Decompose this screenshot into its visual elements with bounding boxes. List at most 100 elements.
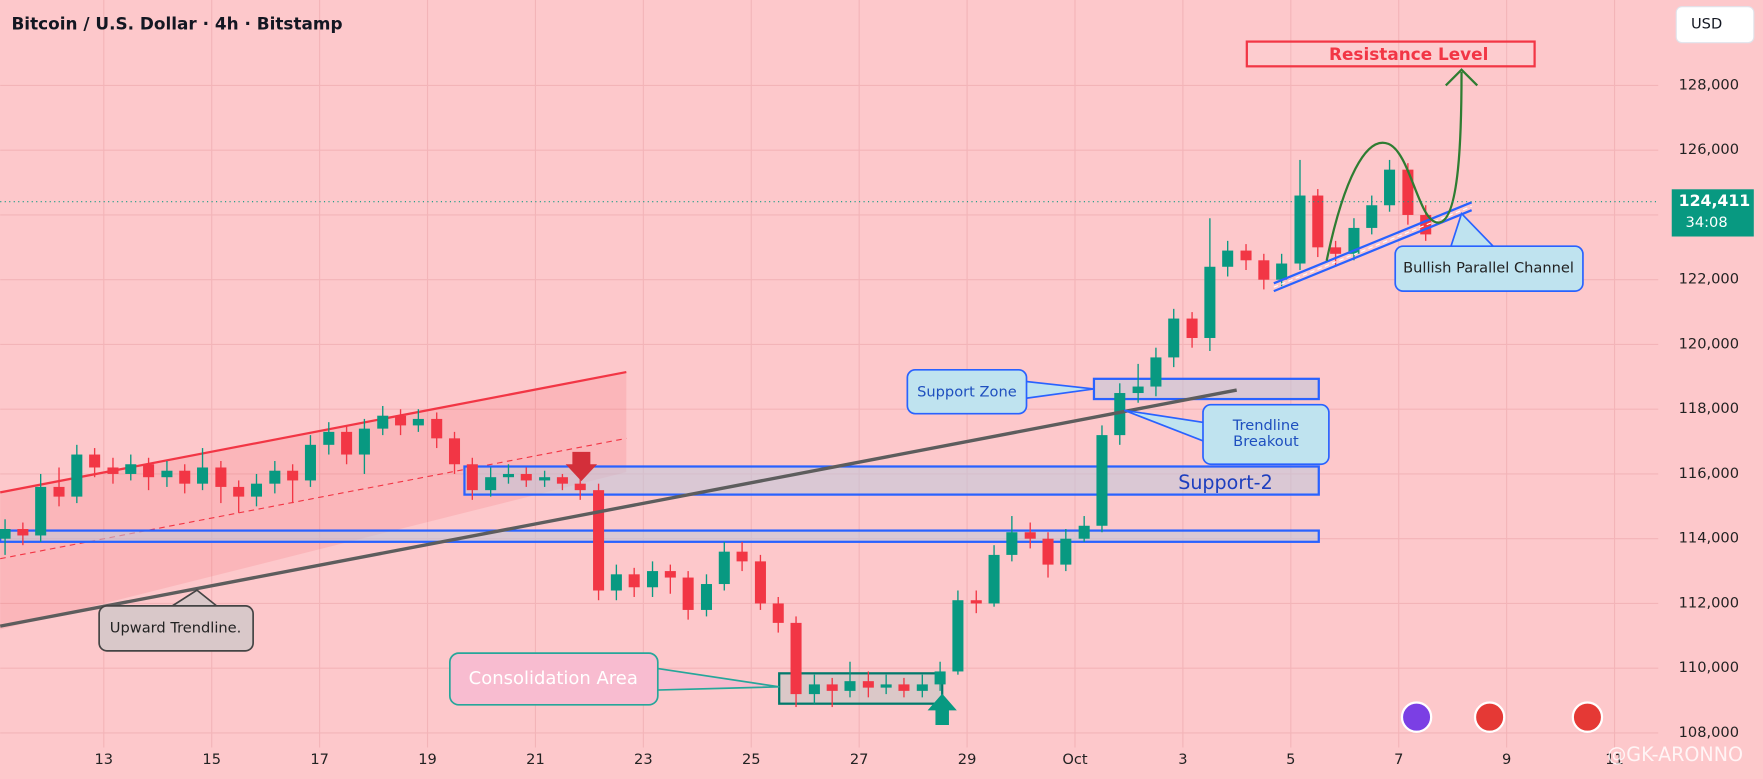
candle-body bbox=[718, 551, 730, 585]
x-tick-label: 23 bbox=[634, 751, 653, 768]
y-tick-label: 122,000 bbox=[1679, 271, 1739, 288]
candle-body bbox=[682, 577, 694, 610]
up-arrow bbox=[927, 693, 957, 726]
candle-body bbox=[916, 684, 928, 691]
consolidation-label: Consolidation Area bbox=[469, 668, 638, 689]
candle-body bbox=[1024, 532, 1036, 539]
x-tick-label: 11 bbox=[1605, 751, 1624, 768]
projection-path bbox=[1325, 71, 1463, 262]
countdown-label: 34:08 bbox=[1686, 214, 1728, 231]
x-tick-label: 9 bbox=[1502, 751, 1511, 768]
projection-arrow bbox=[1445, 68, 1479, 87]
candle-body bbox=[628, 574, 640, 588]
x-tick-label: 29 bbox=[958, 751, 977, 768]
support-2-label: Support-2 bbox=[1178, 471, 1273, 494]
support-line-zone bbox=[0, 529, 1320, 543]
x-tick-label: 13 bbox=[95, 751, 114, 768]
candle-body bbox=[71, 454, 83, 497]
down-arrow bbox=[565, 451, 598, 482]
event-icon[interactable] bbox=[1571, 701, 1604, 733]
upward-trendline-label: Upward Trendline. bbox=[110, 619, 242, 636]
support-2-zone bbox=[463, 465, 1320, 496]
candle-body bbox=[1168, 318, 1180, 358]
candle-body bbox=[1132, 386, 1144, 394]
candle-body bbox=[233, 486, 245, 497]
candle-body bbox=[179, 470, 191, 484]
candle-body bbox=[808, 684, 820, 695]
candle-body bbox=[520, 473, 532, 481]
candle-body bbox=[1222, 250, 1234, 267]
x-tick-label: 17 bbox=[310, 751, 329, 768]
candle-body bbox=[844, 681, 856, 691]
candle-body bbox=[448, 438, 461, 465]
candle-body bbox=[358, 428, 370, 455]
candle-body bbox=[89, 454, 101, 468]
candle-body bbox=[736, 551, 748, 562]
candle-body bbox=[772, 603, 784, 623]
consolidation-box bbox=[778, 672, 944, 705]
upward-trendline bbox=[0, 388, 1238, 628]
event-icon[interactable] bbox=[1473, 701, 1506, 733]
y-tick-label: 110,000 bbox=[1679, 659, 1739, 676]
currency-button[interactable] bbox=[1675, 6, 1755, 44]
y-tick-label: 114,000 bbox=[1679, 530, 1739, 547]
candle-body bbox=[485, 477, 497, 491]
y-tick-label: 116,000 bbox=[1679, 465, 1739, 482]
x-tick-label: 19 bbox=[418, 751, 437, 768]
candle-body bbox=[700, 584, 713, 610]
candle-body bbox=[1006, 532, 1018, 555]
candle-body bbox=[1384, 169, 1396, 206]
x-tick-label: 7 bbox=[1394, 751, 1403, 768]
candle-body bbox=[35, 486, 47, 536]
y-tick-label: 128,000 bbox=[1679, 76, 1739, 93]
candle-body bbox=[647, 571, 659, 588]
x-tick-label: 3 bbox=[1178, 751, 1187, 768]
candle-body bbox=[539, 477, 551, 481]
candle-body bbox=[431, 418, 443, 439]
candle-body bbox=[934, 671, 946, 685]
y-tick-label: 126,000 bbox=[1679, 141, 1739, 158]
candle-body bbox=[1312, 195, 1324, 248]
candle-body bbox=[1402, 169, 1414, 215]
candle-body bbox=[304, 444, 316, 481]
candle-body bbox=[1348, 227, 1360, 254]
upward-trendline-callout bbox=[98, 605, 254, 652]
candle-body bbox=[593, 490, 605, 591]
channel-line bbox=[1273, 201, 1473, 285]
y-tick-label: 118,000 bbox=[1679, 400, 1739, 417]
support-zone-callout bbox=[906, 368, 1028, 415]
resistance-box bbox=[1245, 40, 1536, 68]
candle-body bbox=[970, 600, 982, 604]
y-tick-label: 108,000 bbox=[1679, 724, 1739, 741]
candles bbox=[0, 159, 1432, 708]
candle-body bbox=[1276, 263, 1288, 280]
axes: 108,000 110,000 112,000 114,000 116,000 118,0… bbox=[0, 76, 1754, 768]
candle-body bbox=[377, 415, 389, 429]
resistance-label: Resistance Level bbox=[1329, 44, 1488, 64]
candle-body bbox=[412, 418, 424, 426]
candle-body bbox=[988, 554, 1000, 604]
candle-body bbox=[826, 684, 838, 691]
candle-body bbox=[898, 684, 910, 691]
candle-body bbox=[1366, 205, 1378, 228]
event-icon[interactable] bbox=[1400, 701, 1433, 733]
currency-label[interactable]: USD bbox=[1691, 16, 1722, 33]
candle-body bbox=[287, 470, 299, 481]
last-price-label: 124,411 bbox=[1679, 191, 1751, 210]
x-tick-label: 27 bbox=[850, 751, 869, 768]
candle-body bbox=[1204, 266, 1216, 338]
grid bbox=[0, 0, 1659, 748]
breakout-label: Breakout bbox=[1233, 433, 1299, 450]
consolidation-callout bbox=[449, 652, 659, 706]
candle-body bbox=[125, 464, 137, 474]
channel-top bbox=[0, 370, 627, 494]
candle-body bbox=[790, 622, 802, 695]
candle-body bbox=[610, 574, 622, 591]
y-tick-label: 112,000 bbox=[1679, 594, 1739, 611]
breakout-callout bbox=[1202, 403, 1330, 466]
channel-fill bbox=[0, 372, 627, 630]
candle-body bbox=[1186, 318, 1198, 338]
last-price-box bbox=[1671, 189, 1754, 237]
